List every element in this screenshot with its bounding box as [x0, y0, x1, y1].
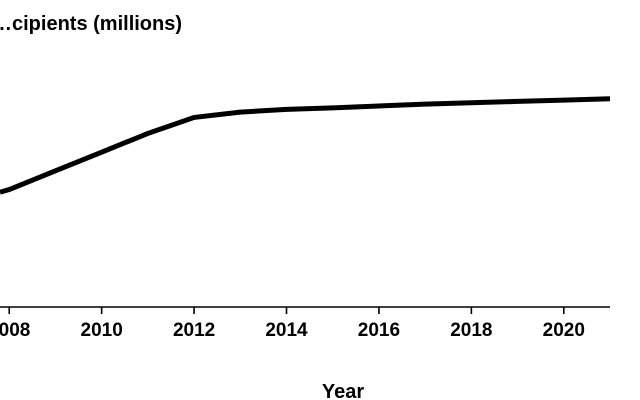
x-tick-label: 2018 — [450, 320, 492, 341]
x-tick-label: 2012 — [173, 320, 215, 341]
x-tick-label: 2010 — [81, 320, 123, 341]
chart-title: …cipients (millions) — [0, 13, 182, 35]
series-line — [0, 96, 611, 195]
x-axis-label: Year — [322, 381, 364, 400]
x-tick-label: 2020 — [543, 320, 585, 341]
plot-area — [0, 96, 611, 195]
x-tick-label: 2008 — [0, 320, 30, 341]
x-tick-label: 2014 — [265, 320, 308, 341]
x-axis-ticks: 2008 2010 2012 2014 2016 2018 2020 — [0, 307, 585, 341]
x-tick-label: 2016 — [358, 320, 400, 341]
